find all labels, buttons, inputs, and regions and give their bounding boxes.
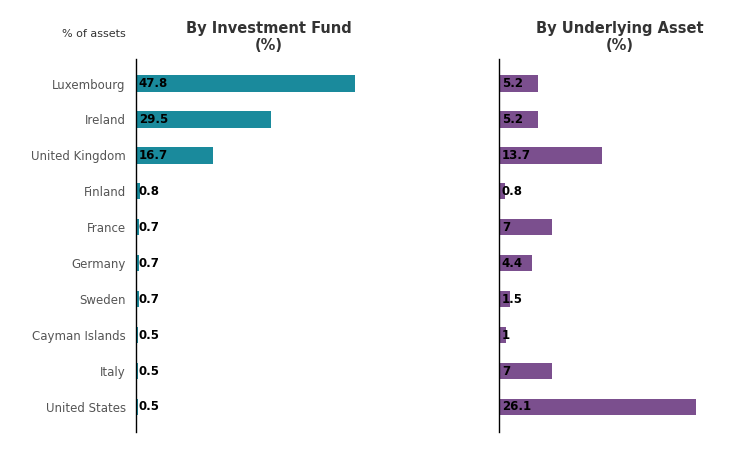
Text: 47.8: 47.8 <box>139 77 168 90</box>
Bar <box>499 255 532 271</box>
Bar <box>136 183 140 199</box>
Bar <box>136 255 139 271</box>
Text: 0.7: 0.7 <box>139 221 160 234</box>
Text: 0.5: 0.5 <box>139 400 160 414</box>
Bar <box>136 219 139 235</box>
Text: 0.5: 0.5 <box>139 328 160 342</box>
Bar <box>499 76 538 92</box>
Text: 1: 1 <box>502 328 510 342</box>
Bar <box>136 112 271 128</box>
Bar <box>499 183 505 199</box>
Text: 7: 7 <box>502 221 510 234</box>
Text: 5.2: 5.2 <box>502 113 523 126</box>
Bar <box>136 399 138 415</box>
Text: 16.7: 16.7 <box>139 149 168 162</box>
Bar <box>499 363 552 379</box>
Text: 0.8: 0.8 <box>139 185 160 198</box>
Title: By Investment Fund
(%): By Investment Fund (%) <box>186 21 352 53</box>
Text: 0.8: 0.8 <box>502 185 523 198</box>
Bar <box>499 399 696 415</box>
Bar <box>499 291 510 307</box>
Text: 1.5: 1.5 <box>502 292 523 306</box>
Text: 26.1: 26.1 <box>502 400 531 414</box>
Bar <box>499 112 538 128</box>
Text: 4.4: 4.4 <box>502 256 523 270</box>
Text: 5.2: 5.2 <box>502 77 523 90</box>
Text: % of assets: % of assets <box>61 29 125 39</box>
Bar <box>499 219 552 235</box>
Bar <box>136 327 138 343</box>
Bar <box>499 147 603 163</box>
Text: 13.7: 13.7 <box>502 149 531 162</box>
Bar <box>499 327 507 343</box>
Text: 0.5: 0.5 <box>139 364 160 378</box>
Bar <box>136 291 139 307</box>
Text: 29.5: 29.5 <box>139 113 168 126</box>
Bar <box>136 147 212 163</box>
Text: 0.7: 0.7 <box>139 292 160 306</box>
Bar <box>136 76 355 92</box>
Text: 0.7: 0.7 <box>139 256 160 270</box>
Bar <box>136 363 138 379</box>
Text: 7: 7 <box>502 364 510 378</box>
Title: By Underlying Asset
(%): By Underlying Asset (%) <box>536 21 704 53</box>
